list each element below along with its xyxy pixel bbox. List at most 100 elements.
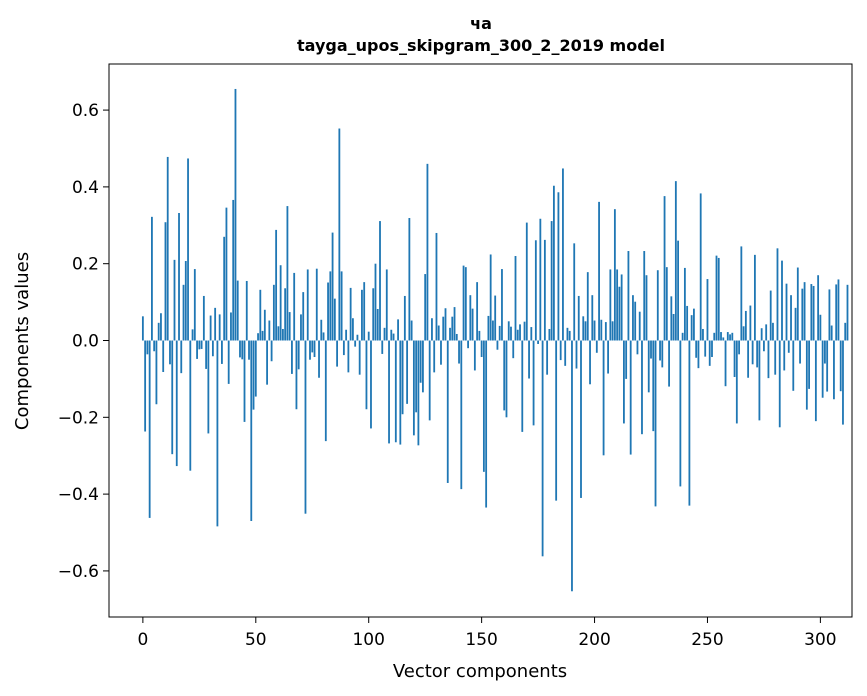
bar-41 <box>234 88 237 341</box>
bar-109 <box>388 340 390 444</box>
bar-14 <box>173 259 176 341</box>
bar-6 <box>155 340 158 405</box>
bar-120 <box>412 340 415 436</box>
bar-17 <box>180 340 183 374</box>
bar-268 <box>747 340 750 378</box>
bar-66 <box>291 340 293 374</box>
bar-196 <box>584 321 587 341</box>
x-tick-label: 200 <box>578 630 610 650</box>
bar-71 <box>302 292 305 341</box>
bar-223 <box>645 275 648 341</box>
bar-179 <box>546 340 549 375</box>
bar-61 <box>279 265 282 341</box>
bar-217 <box>632 295 634 341</box>
bar-224 <box>647 340 650 393</box>
bar-198 <box>589 340 591 385</box>
bar-166 <box>516 329 519 341</box>
bar-78 <box>318 340 320 378</box>
bar-133 <box>442 316 445 341</box>
bar-270 <box>751 340 754 365</box>
bar-132 <box>440 340 442 365</box>
bar-215 <box>627 251 630 341</box>
x-tick-label: 300 <box>804 630 836 650</box>
bar-94 <box>354 340 357 347</box>
bar-128 <box>431 318 433 341</box>
bar-116 <box>403 295 406 341</box>
bar-152 <box>485 340 488 508</box>
bar-240 <box>683 267 686 341</box>
bar-191 <box>573 243 576 341</box>
bar-15 <box>175 340 178 467</box>
bar-177 <box>541 340 544 557</box>
bar-276 <box>765 324 768 341</box>
bar-157 <box>496 340 499 350</box>
bar-125 <box>424 274 427 341</box>
bar-307 <box>835 284 838 341</box>
y-axis-label: Components values <box>12 252 33 430</box>
bar-298 <box>814 340 817 422</box>
bar-204 <box>602 340 605 456</box>
bar-142 <box>462 265 465 341</box>
bar-286 <box>787 340 790 353</box>
bar-282 <box>778 340 781 428</box>
bar-289 <box>794 307 797 341</box>
bar-165 <box>514 256 517 341</box>
bar-2 <box>146 340 149 355</box>
bar-24 <box>196 340 198 359</box>
bar-231 <box>663 196 666 341</box>
bar-200 <box>593 320 596 341</box>
bar-266 <box>742 326 745 341</box>
bar-36 <box>223 236 226 341</box>
bar-20 <box>187 158 189 341</box>
bar-146 <box>471 308 474 341</box>
bar-203 <box>600 319 603 341</box>
bar-33 <box>216 340 219 527</box>
bar-202 <box>598 201 600 341</box>
bar-74 <box>309 340 311 360</box>
bar-108 <box>385 269 388 341</box>
bar-96 <box>358 340 361 375</box>
bar-85 <box>333 298 336 341</box>
y-tick-label: 0.2 <box>72 255 99 275</box>
bar-42 <box>236 280 239 341</box>
bar-304 <box>828 289 831 341</box>
bar-135 <box>446 340 449 483</box>
x-tick-label: 100 <box>352 630 384 650</box>
bar-242 <box>688 340 691 506</box>
bar-97 <box>361 289 363 341</box>
bar-83 <box>329 271 332 341</box>
bar-305 <box>830 325 833 341</box>
bar-48 <box>250 340 253 521</box>
bar-267 <box>744 310 747 341</box>
bar-102 <box>372 288 375 341</box>
bar-19 <box>184 261 187 341</box>
bar-12 <box>169 340 171 365</box>
bar-237 <box>677 240 680 341</box>
bar-154 <box>489 254 492 341</box>
bar-274 <box>760 328 763 341</box>
bar-153 <box>487 315 490 341</box>
bar-192 <box>575 340 578 369</box>
bar-306 <box>833 340 835 400</box>
bar-201 <box>595 340 598 353</box>
bar-148 <box>476 282 479 341</box>
bar-38 <box>227 340 230 384</box>
bar-249 <box>704 340 707 357</box>
x-tick-label: 150 <box>465 630 497 650</box>
bar-168 <box>521 340 524 432</box>
bar-300 <box>819 314 822 341</box>
bar-185 <box>559 340 562 361</box>
bar-110 <box>390 329 393 341</box>
bar-297 <box>812 285 815 341</box>
bar-184 <box>557 192 560 341</box>
bar-288 <box>792 340 795 391</box>
bar-54 <box>263 309 266 341</box>
bar-195 <box>582 316 585 341</box>
bar-27 <box>202 295 205 341</box>
bar-93 <box>352 318 354 341</box>
bar-271 <box>753 254 756 341</box>
bar-4 <box>151 216 153 341</box>
bar-91 <box>347 340 350 373</box>
bar-194 <box>580 340 582 498</box>
bar-263 <box>735 340 738 424</box>
